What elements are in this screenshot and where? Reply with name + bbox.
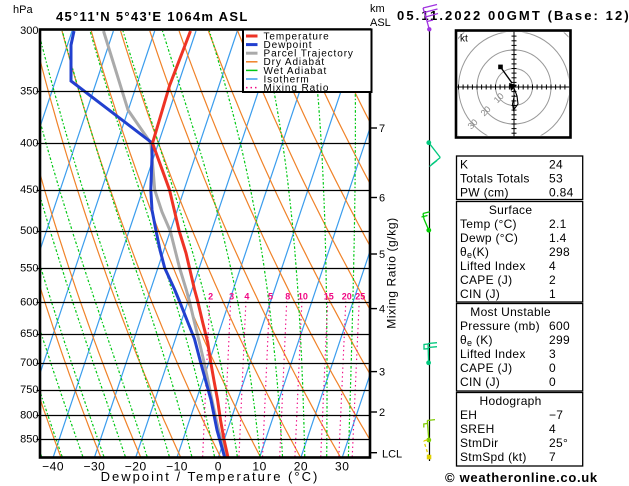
svg-text:45°11'N 5°43'E 1064m ASL: 45°11'N 5°43'E 1064m ASL [56,9,249,24]
svg-text:24: 24 [549,158,563,172]
svg-text:25: 25 [355,292,365,302]
svg-text:hPa: hPa [13,4,33,16]
svg-text:km: km [370,3,385,15]
svg-text:25°: 25° [549,436,568,450]
svg-text:EH: EH [460,408,477,422]
svg-text:Hodograph: Hodograph [480,394,542,408]
svg-text:600: 600 [20,297,38,309]
svg-text:5: 5 [379,249,385,261]
svg-text:Surface: Surface [489,203,532,217]
svg-text:4: 4 [549,422,556,436]
svg-text:K: K [460,158,468,172]
svg-text:850: 850 [20,433,38,445]
svg-text:450: 450 [20,184,38,196]
svg-text:Lifted Index: Lifted Index [460,259,526,273]
svg-text:Parcel Trajectory: Parcel Trajectory [264,49,354,60]
svg-text:05.11.2022 00GMT (Base: 12): 05.11.2022 00GMT (Base: 12) [397,8,629,23]
svg-text:550: 550 [20,263,38,275]
svg-text:Temp (°C): Temp (°C) [460,217,517,231]
svg-text:Dewp (°C): Dewp (°C) [460,231,518,245]
svg-text:SREH: SREH [460,422,495,436]
svg-text:600: 600 [549,319,570,333]
svg-text:3: 3 [229,292,234,302]
svg-text:Most Unstable: Most Unstable [470,305,551,319]
svg-text:−30: −30 [83,460,105,474]
svg-text:2: 2 [208,292,213,302]
svg-text:400: 400 [20,138,38,150]
svg-text:−10: −10 [166,460,188,474]
svg-text:Totals Totals: Totals Totals [460,172,530,186]
svg-text:350: 350 [20,85,38,97]
svg-text:3: 3 [549,347,556,361]
svg-text:4: 4 [549,259,556,273]
svg-text:15: 15 [324,292,334,302]
svg-text:1.4: 1.4 [549,231,567,245]
svg-text:ASL: ASL [370,17,391,29]
svg-text:30: 30 [335,460,349,474]
svg-text:10: 10 [492,91,506,105]
svg-text:299: 299 [549,333,570,347]
svg-text:1: 1 [549,287,556,301]
svg-text:StmDir: StmDir [460,436,498,450]
svg-text:Isotherm: Isotherm [264,74,310,85]
svg-text:Dry Adiabat: Dry Adiabat [264,57,326,68]
svg-text:500: 500 [20,225,38,237]
svg-text:4: 4 [244,292,249,302]
svg-text:5: 5 [268,292,273,302]
svg-text:53: 53 [549,172,563,186]
svg-text:StmSpd (kt): StmSpd (kt) [460,450,527,464]
svg-text:800: 800 [20,410,38,422]
svg-text:8: 8 [285,292,290,302]
svg-text:2: 2 [549,273,556,287]
svg-text:Lifted Index: Lifted Index [460,347,526,361]
svg-text:CAPE (J): CAPE (J) [460,273,512,287]
svg-text:700: 700 [20,357,38,369]
svg-text:θe(K): θe(K) [460,245,489,260]
svg-text:Mixing Ratio: Mixing Ratio [264,83,330,94]
svg-text:10: 10 [298,292,308,302]
svg-text:Wet Adiabat: Wet Adiabat [264,66,328,77]
svg-text:PW (cm): PW (cm) [460,186,509,200]
svg-text:2.1: 2.1 [549,217,567,231]
svg-text:7: 7 [379,123,385,135]
svg-text:20: 20 [342,292,352,302]
svg-text:0.84: 0.84 [549,186,574,200]
svg-text:kt: kt [460,34,468,45]
svg-text:20: 20 [294,460,308,474]
svg-text:Temperature: Temperature [264,31,330,42]
svg-text:4: 4 [379,304,385,316]
svg-text:6: 6 [379,193,385,205]
svg-text:θe (K): θe (K) [460,333,493,348]
svg-text:CAPE (J): CAPE (J) [460,361,512,375]
svg-text:© weatheronline.co.uk: © weatheronline.co.uk [445,470,598,485]
svg-text:650: 650 [20,328,38,340]
svg-text:CIN (J): CIN (J) [460,375,500,389]
svg-text:Pressure (mb): Pressure (mb) [460,319,540,333]
svg-text:Dewpoint / Temperature (°C): Dewpoint / Temperature (°C) [101,469,320,484]
svg-text:300: 300 [20,25,38,37]
svg-text:750: 750 [20,384,38,396]
svg-text:Dewpoint: Dewpoint [264,40,313,51]
svg-text:3: 3 [379,367,385,379]
svg-text:−40: −40 [42,460,64,474]
svg-text:7: 7 [549,450,556,464]
svg-text:−7: −7 [549,408,563,422]
svg-text:0: 0 [549,375,556,389]
svg-text:298: 298 [549,245,570,259]
svg-text:Mixing Ratio (g/kg): Mixing Ratio (g/kg) [385,217,399,328]
svg-text:10: 10 [252,460,266,474]
svg-text:LCL: LCL [382,448,402,460]
svg-text:2: 2 [379,407,385,419]
svg-text:0: 0 [215,460,222,474]
svg-text:CIN (J): CIN (J) [460,287,500,301]
svg-text:−20: −20 [125,460,147,474]
svg-text:0: 0 [549,361,556,375]
